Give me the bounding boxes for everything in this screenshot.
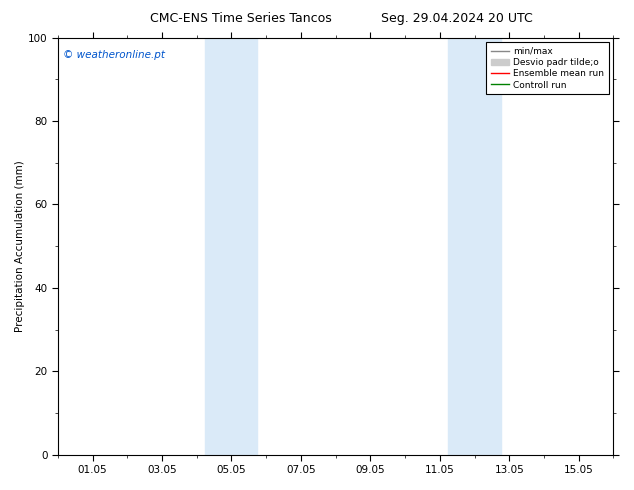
Bar: [205, 38, 257, 455]
Bar: [448, 38, 501, 455]
Legend: min/max, Desvio padr tilde;o, Ensemble mean run, Controll run: min/max, Desvio padr tilde;o, Ensemble m…: [486, 42, 609, 94]
Y-axis label: Precipitation Accumulation (mm): Precipitation Accumulation (mm): [15, 160, 25, 332]
Text: Seg. 29.04.2024 20 UTC: Seg. 29.04.2024 20 UTC: [380, 12, 533, 25]
Text: © weatheronline.pt: © weatheronline.pt: [63, 50, 165, 60]
Text: CMC-ENS Time Series Tancos: CMC-ENS Time Series Tancos: [150, 12, 332, 25]
